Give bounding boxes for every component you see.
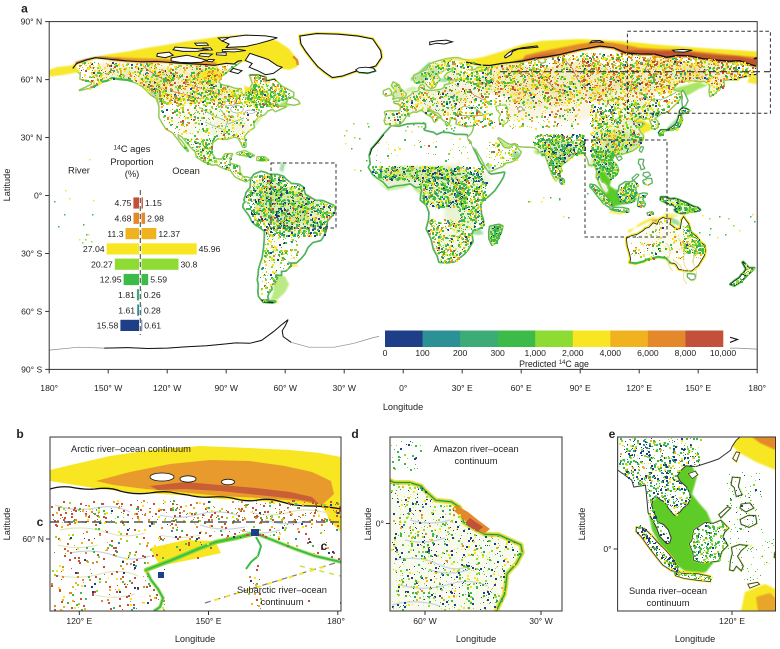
svg-text:150° E: 150° E [196,616,222,626]
svg-text:continuum: continuum [647,598,690,608]
svg-text:60° S: 60° S [21,306,42,316]
svg-text:Latitude: Latitude [577,508,587,541]
svg-text:45.96: 45.96 [199,244,221,254]
svg-text:b: b [16,427,23,441]
svg-text:14C ages: 14C ages [114,143,151,154]
svg-text:(%): (%) [125,168,140,179]
svg-text:2,000: 2,000 [562,348,584,358]
svg-text:Subarctic river–ocean: Subarctic river–ocean [237,585,327,595]
svg-text:120° E: 120° E [719,616,745,626]
svg-text:Predicted 14C age: Predicted 14C age [519,359,589,369]
svg-text:5.59: 5.59 [150,275,167,285]
svg-text:30° N: 30° N [21,133,43,143]
svg-text:Proportion: Proportion [110,156,153,167]
svg-text:60° N: 60° N [22,534,44,544]
svg-text:20.27: 20.27 [91,259,113,269]
svg-text:12.37: 12.37 [158,229,180,239]
svg-text:1.15: 1.15 [145,198,162,208]
svg-text:10,000: 10,000 [710,348,737,358]
svg-text:0.28: 0.28 [144,305,161,315]
svg-text:4,000: 4,000 [600,348,622,358]
svg-text:a: a [21,2,28,16]
svg-text:27.04: 27.04 [83,244,105,254]
svg-text:120° E: 120° E [626,383,652,393]
svg-text:Latitude: Latitude [2,169,12,202]
svg-text:0°: 0° [376,519,384,529]
svg-text:90° W: 90° W [214,383,238,393]
svg-text:0°: 0° [399,383,407,393]
svg-text:6,000: 6,000 [637,348,659,358]
svg-text:Ocean: Ocean [172,165,200,176]
svg-text:0: 0 [383,348,388,358]
svg-text:15.58: 15.58 [97,321,119,331]
svg-text:Sunda river–ocean: Sunda river–ocean [629,586,707,596]
svg-text:Longitude: Longitude [175,634,215,644]
svg-text:120° W: 120° W [153,383,182,393]
svg-text:e: e [609,427,616,441]
svg-text:60° W: 60° W [413,616,437,626]
svg-text:Longitude: Longitude [675,634,715,644]
svg-text:0°: 0° [603,544,611,554]
svg-text:Latitude: Latitude [2,508,12,541]
svg-text:30.8: 30.8 [180,259,197,269]
svg-text:300: 300 [490,348,505,358]
svg-text:4.75: 4.75 [114,198,131,208]
svg-text:d: d [351,427,358,441]
svg-text:0°: 0° [34,191,42,201]
svg-text:150° E: 150° E [685,383,711,393]
svg-text:Longitude: Longitude [456,634,496,644]
svg-text:4.68: 4.68 [115,214,132,224]
svg-text:Arctic river–ocean continuum: Arctic river–ocean continuum [71,444,191,454]
svg-text:60° E: 60° E [511,383,532,393]
svg-text:30° W: 30° W [529,616,553,626]
svg-text:River: River [68,165,90,176]
svg-text:Latitude: Latitude [363,508,373,541]
svg-text:1.81: 1.81 [118,290,135,300]
svg-text:180°: 180° [327,616,345,626]
svg-text:150° W: 150° W [94,383,123,393]
svg-text:8,000: 8,000 [675,348,697,358]
svg-text:100: 100 [415,348,430,358]
svg-text:1,000: 1,000 [524,348,546,358]
svg-text:30° S: 30° S [21,248,42,258]
svg-text:120° E: 120° E [66,616,92,626]
svg-text:180°: 180° [748,383,766,393]
svg-text:90° N: 90° N [21,17,43,27]
svg-text:90° S: 90° S [21,364,42,374]
svg-text:continuum: continuum [261,597,304,607]
svg-text:30° W: 30° W [332,383,356,393]
svg-text:1.61: 1.61 [118,305,135,315]
svg-text:c: c [37,515,44,529]
svg-text:2.98: 2.98 [147,214,164,224]
svg-text:0.26: 0.26 [144,290,161,300]
svg-text:180°: 180° [40,383,58,393]
svg-text:Amazon river–ocean: Amazon river–ocean [433,444,518,454]
svg-text:12.95: 12.95 [100,275,122,285]
svg-text:11.3: 11.3 [107,229,123,239]
svg-text:c: c [321,539,328,553]
svg-text:Longitude: Longitude [383,402,423,412]
svg-text:60° N: 60° N [21,75,43,85]
svg-text:60° W: 60° W [273,383,297,393]
svg-text:30° E: 30° E [452,383,473,393]
svg-text:90° E: 90° E [570,383,591,393]
svg-text:200: 200 [453,348,468,358]
svg-text:continuum: continuum [455,456,498,466]
svg-text:0.61: 0.61 [144,321,161,331]
